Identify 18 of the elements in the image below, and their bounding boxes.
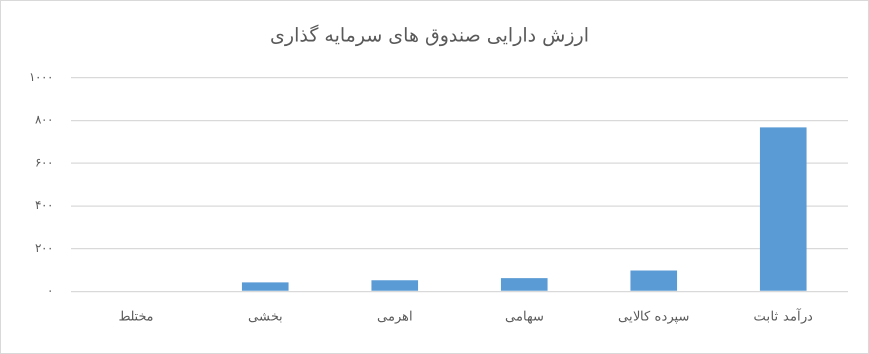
chart-title: ارزش دارایی صندوق های سرمایه گذاری <box>270 23 589 46</box>
x-tick-label: بخشی <box>248 310 283 325</box>
x-tick-label: سهامی <box>504 310 544 325</box>
bar <box>242 282 289 291</box>
y-tick-label: ۴۰۰ <box>35 198 53 212</box>
x-tick-label: سپرده کالایی <box>618 310 690 325</box>
bar <box>371 280 418 291</box>
bar <box>500 278 548 291</box>
y-tick-label: ۶۰۰ <box>35 155 53 170</box>
y-tick-label: ۸۰۰ <box>35 112 53 127</box>
bar <box>760 127 807 291</box>
x-tick-label: درآمد ثابت <box>754 308 813 325</box>
y-tick-label: ۲۰۰ <box>35 240 53 255</box>
x-tick-label: مختلط <box>118 310 154 325</box>
x-tick-label: اهرمی <box>376 310 413 325</box>
y-tick-label: ۱۰۰۰ <box>29 70 53 84</box>
bar <box>630 270 678 291</box>
y-tick-label: ۰ <box>47 284 53 298</box>
